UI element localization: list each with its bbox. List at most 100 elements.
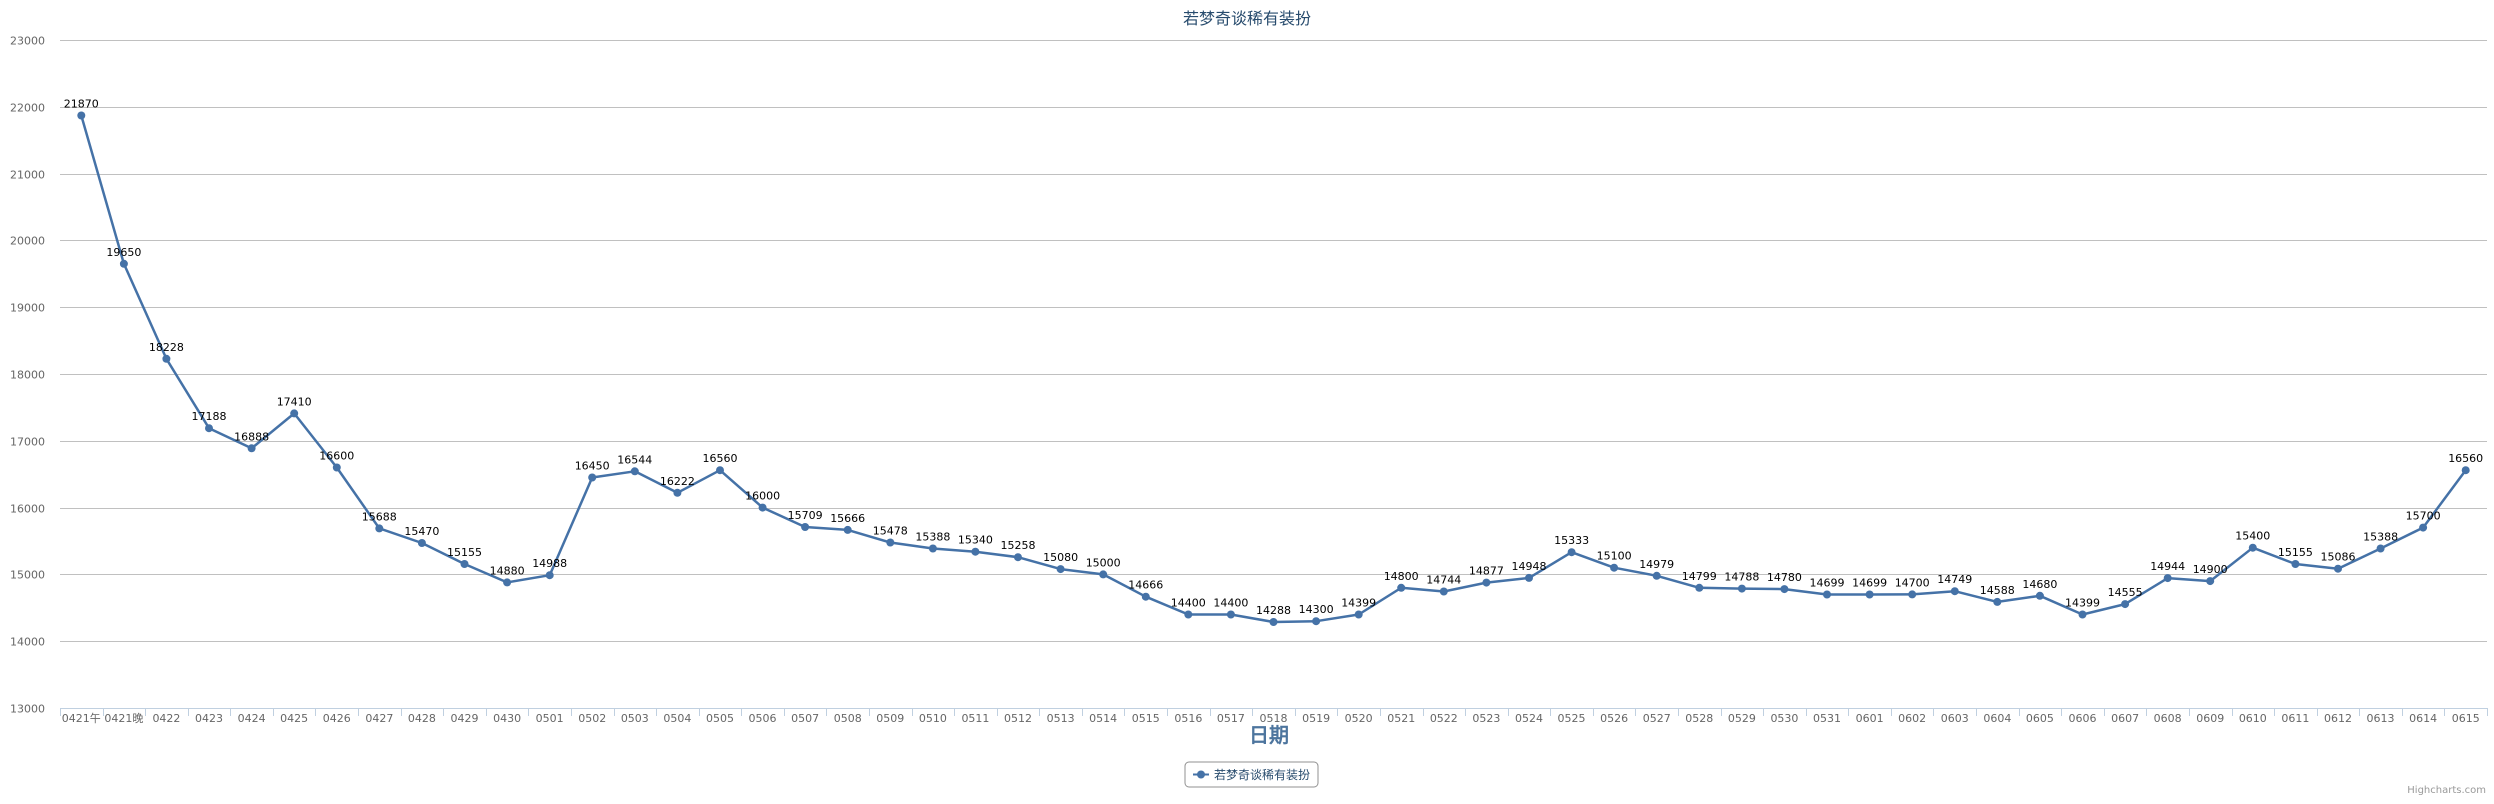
y-tick-label: 14000: [10, 636, 45, 649]
x-tick-label: 0615: [2452, 712, 2480, 725]
x-tick-label: 0525: [1558, 712, 1586, 725]
data-point[interactable]: [758, 503, 767, 512]
data-point[interactable]: [2334, 564, 2342, 573]
data-point[interactable]: [1354, 610, 1363, 619]
data-point[interactable]: [2035, 591, 2044, 600]
x-tick-label: 0517: [1217, 712, 1245, 725]
data-point[interactable]: [1950, 587, 1959, 596]
data-point[interactable]: [1525, 573, 1533, 582]
x-tick-label: 0512: [1004, 712, 1032, 725]
data-point[interactable]: [1652, 571, 1661, 580]
data-label: 15333: [1554, 534, 1589, 547]
data-label: 15688: [362, 510, 397, 523]
data-point[interactable]: [1141, 592, 1150, 601]
x-tick-label: 0605: [2026, 712, 2054, 725]
data-point[interactable]: [1269, 618, 1278, 626]
data-point[interactable]: [503, 578, 512, 587]
data-point[interactable]: [1780, 585, 1789, 594]
data-point[interactable]: [588, 473, 597, 482]
data-point[interactable]: [2248, 543, 2257, 552]
data-point[interactable]: [2419, 523, 2428, 532]
data-point[interactable]: [1695, 583, 1704, 592]
data-point[interactable]: [1823, 590, 1831, 599]
data-point[interactable]: [1567, 548, 1576, 557]
legend-item-label[interactable]: 若梦奇谈稀有装扮: [1214, 768, 1310, 782]
data-point[interactable]: [1397, 583, 1406, 592]
data-label: 14880: [490, 564, 525, 577]
data-label: 16544: [617, 453, 652, 466]
data-label: 17188: [192, 410, 227, 423]
data-point[interactable]: [1226, 610, 1235, 619]
data-point[interactable]: [2121, 600, 2130, 609]
data-point[interactable]: [1482, 578, 1491, 587]
x-tick-label: 0606: [2069, 712, 2097, 725]
x-tick-label: 0508: [834, 712, 862, 725]
data-point[interactable]: [1908, 590, 1917, 599]
data-point[interactable]: [2291, 560, 2300, 568]
data-point[interactable]: [417, 539, 426, 547]
data-point[interactable]: [843, 525, 852, 534]
data-point[interactable]: [2163, 574, 2172, 583]
data-point[interactable]: [886, 538, 895, 547]
data-point[interactable]: [1099, 570, 1108, 579]
data-point[interactable]: [1312, 617, 1321, 626]
data-point[interactable]: [1737, 584, 1746, 593]
data-label: 15388: [2363, 531, 2398, 544]
data-point[interactable]: [1184, 610, 1193, 619]
data-label: 15080: [1043, 551, 1078, 564]
data-label: 14699: [1852, 577, 1887, 590]
data-label: 21870: [64, 98, 99, 111]
data-point[interactable]: [1056, 565, 1065, 574]
data-point[interactable]: [928, 544, 937, 553]
data-point[interactable]: [801, 523, 810, 531]
data-point[interactable]: [2461, 466, 2470, 475]
data-point[interactable]: [1014, 553, 1022, 562]
data-point[interactable]: [2376, 544, 2385, 553]
x-tick-label: 0502: [578, 712, 606, 725]
legend-box: [1184, 761, 1319, 788]
data-point[interactable]: [375, 524, 384, 533]
x-tick-label: 0614: [2409, 712, 2437, 725]
data-point[interactable]: [162, 354, 171, 363]
x-axis: 0421午 0421晚 0422 0423 0424 0425 0426 0427 0428 04…: [60, 708, 2488, 725]
data-label: 15100: [1597, 550, 1632, 563]
data-label: 15155: [447, 546, 482, 559]
x-tick-label: 0421晚: [104, 712, 143, 725]
legend[interactable]: 若梦奇谈稀有装扮: [1184, 761, 1319, 788]
x-tick-label: 0503: [621, 712, 649, 725]
data-point[interactable]: [2206, 577, 2215, 586]
data-point[interactable]: [971, 547, 980, 556]
x-tick-label: 0611: [2281, 712, 2309, 725]
credits-link[interactable]: Highcharts.com: [2407, 785, 2486, 796]
gridlines: [60, 40, 2487, 709]
data-point[interactable]: [1993, 597, 2002, 606]
data-label: 14400: [1213, 597, 1248, 610]
y-axis: 13000 14000 15000 16000 17000 18000 19000 20000…: [10, 35, 45, 716]
data-point[interactable]: [630, 467, 639, 476]
data-point[interactable]: [673, 488, 682, 497]
x-tick-label: 0428: [408, 712, 436, 725]
x-tick-label: 0501: [536, 712, 564, 725]
data-point[interactable]: [1439, 587, 1448, 596]
y-tick-label: 22000: [10, 102, 45, 115]
data-point[interactable]: [77, 111, 86, 120]
data-point[interactable]: [2078, 610, 2087, 619]
data-point[interactable]: [332, 463, 341, 472]
data-point[interactable]: [119, 259, 128, 268]
data-point[interactable]: [290, 409, 299, 418]
data-point[interactable]: [716, 466, 724, 475]
data-label: 14788: [1724, 571, 1759, 584]
data-label: 16888: [234, 430, 269, 443]
data-point[interactable]: [1610, 563, 1619, 572]
data-point[interactable]: [1865, 590, 1874, 599]
x-tick-label: 0612: [2324, 712, 2352, 725]
data-label: 16222: [660, 475, 695, 488]
data-label: 14780: [1767, 571, 1802, 584]
data-point[interactable]: [460, 560, 469, 568]
x-tick-label: 0528: [1685, 712, 1713, 725]
data-point[interactable]: [205, 424, 213, 433]
x-tick-label: 0607: [2111, 712, 2139, 725]
data-point[interactable]: [545, 571, 554, 580]
data-point[interactable]: [247, 444, 256, 453]
